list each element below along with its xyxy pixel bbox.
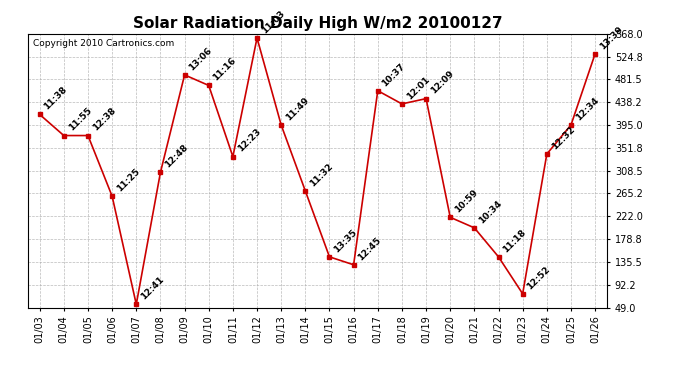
Text: 13:06: 13:06	[188, 46, 214, 72]
Text: 12:09: 12:09	[429, 69, 455, 96]
Text: 11:32: 11:32	[308, 162, 335, 188]
Text: 10:34: 10:34	[477, 198, 504, 225]
Text: 13:39: 13:39	[598, 24, 624, 51]
Text: 11:03: 11:03	[260, 9, 286, 35]
Text: 12:38: 12:38	[91, 106, 117, 133]
Text: 11:25: 11:25	[115, 167, 141, 194]
Text: Copyright 2010 Cartronics.com: Copyright 2010 Cartronics.com	[33, 39, 175, 48]
Text: 12:48: 12:48	[164, 143, 190, 170]
Text: 13:35: 13:35	[333, 228, 359, 254]
Text: 10:37: 10:37	[381, 62, 407, 88]
Text: 11:16: 11:16	[212, 56, 238, 82]
Text: 12:01: 12:01	[405, 75, 431, 101]
Text: 12:52: 12:52	[526, 264, 552, 291]
Text: 12:23: 12:23	[236, 127, 262, 154]
Text: 11:38: 11:38	[43, 85, 69, 112]
Text: 10:59: 10:59	[453, 188, 480, 214]
Title: Solar Radiation Daily High W/m2 20100127: Solar Radiation Daily High W/m2 20100127	[132, 16, 502, 31]
Text: 11:55: 11:55	[67, 106, 93, 133]
Text: 11:49: 11:49	[284, 96, 310, 122]
Text: 12:45: 12:45	[357, 235, 383, 262]
Text: 12:41: 12:41	[139, 275, 166, 302]
Text: 12:34: 12:34	[574, 96, 600, 122]
Text: 12:32: 12:32	[550, 124, 576, 151]
Text: 11:18: 11:18	[502, 228, 528, 254]
